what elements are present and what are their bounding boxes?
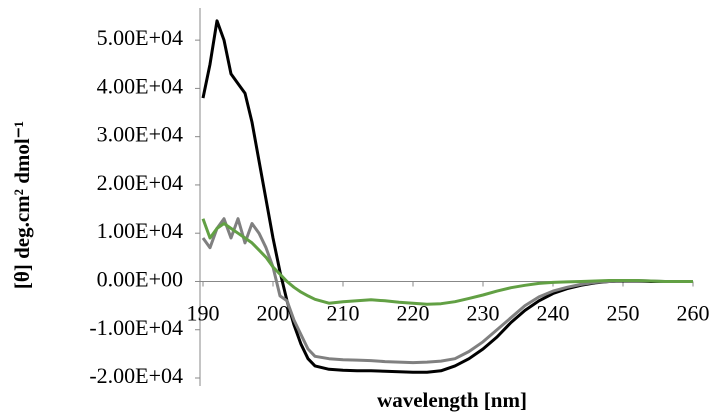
x-tick-label: 230 [467, 301, 500, 326]
y-tick-label: 1.00E+04 [97, 218, 183, 243]
data-line [201, 218, 693, 306]
x-tick-label: 210 [327, 301, 360, 326]
x-tick-label: 240 [537, 301, 570, 326]
x-axis-title: wavelength [nm] [377, 388, 527, 412]
x-tick-label: 200 [257, 301, 290, 326]
y-tick-label: 3.00E+04 [97, 122, 183, 147]
y-tick-label: -2.00E+04 [89, 363, 183, 388]
x-tick-label: 190 [187, 301, 220, 326]
y-tick-label: -1.00E+04 [89, 315, 183, 340]
y-tick-label: 5.00E+04 [97, 25, 183, 50]
data-line [201, 217, 693, 365]
y-tick-label: 0.00E+00 [97, 267, 183, 292]
x-tick-label: 250 [607, 301, 640, 326]
y-tick-label: 4.00E+04 [97, 73, 183, 98]
y-tick-label: 2.00E+04 [97, 170, 183, 195]
y-axis-title: [θ] deg.cm² dmol⁻¹ [10, 121, 34, 289]
x-tick-label: 260 [677, 301, 710, 326]
